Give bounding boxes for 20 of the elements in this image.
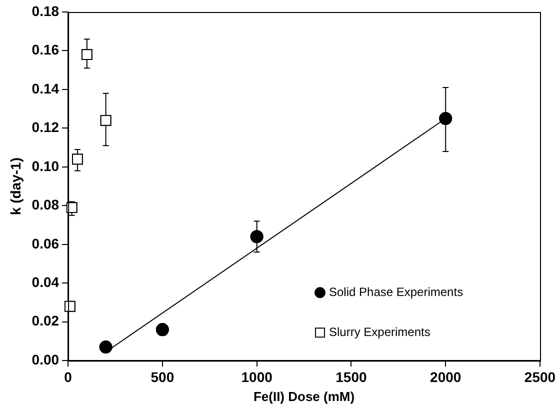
y-axis-title: k (day-1) xyxy=(7,158,24,216)
y-tick-label: 0.04 xyxy=(32,274,60,290)
y-tick-label: 0.00 xyxy=(32,351,60,368)
y-tick-label: 0.10 xyxy=(32,158,60,174)
legend-label: Solid Phase Experiments xyxy=(329,284,464,299)
x-tick-label: 500 xyxy=(150,368,174,385)
x-axis-title: Fe(II) Dose (mM) xyxy=(253,388,355,404)
legend-label: Slurry Experiments xyxy=(329,324,430,339)
y-tick-label: 0.18 xyxy=(32,2,60,19)
y-tick-label: 0.08 xyxy=(32,196,60,213)
y-tick-label: 0.14 xyxy=(32,80,60,96)
y-tick-label: 0.02 xyxy=(32,312,60,329)
x-tick-label: 2000 xyxy=(430,368,462,385)
x-tick-label: 1500 xyxy=(336,368,367,385)
y-tick-label: 0.12 xyxy=(32,119,60,136)
x-tick-label: 0 xyxy=(64,368,72,385)
y-tick-label: 0.06 xyxy=(32,235,60,252)
y-tick-label: 0.16 xyxy=(32,42,60,58)
x-tick-label: 1000 xyxy=(241,368,273,385)
x-tick-label: 2500 xyxy=(524,368,556,385)
